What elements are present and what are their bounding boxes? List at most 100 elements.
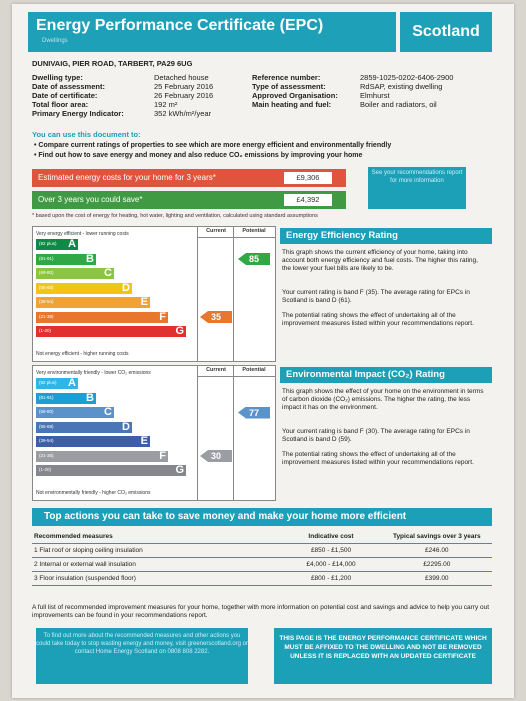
band-range: (39-54) <box>39 438 54 443</box>
energy-efficiency-graph: Very energy efficient - lower running co… <box>32 226 276 362</box>
rating-band-f: (21-38) F <box>36 310 168 323</box>
detail-value: 2859-1025-0202-6406-2900 <box>360 73 454 82</box>
region-label: Scotland <box>400 12 492 52</box>
cost-cell: £800 - £1,200 <box>280 571 382 586</box>
estimated-costs-label: Estimated energy costs for your home for… <box>38 173 216 182</box>
band-letter: B <box>86 391 94 404</box>
detail-value: 25 February 2016 <box>154 82 214 91</box>
savings-cell: £2295.00 <box>381 557 492 572</box>
table-header: Typical savings over 3 years <box>381 530 492 544</box>
rating-band-g: (1-20) G <box>36 464 186 476</box>
rating-band-d: (55-68) D <box>36 281 132 294</box>
band-range: (1-20) <box>39 467 52 472</box>
detail-value: 192 m² <box>154 100 178 109</box>
rating-band-d: (55-68) D <box>36 420 132 433</box>
band-letter: D <box>122 420 130 433</box>
header-banner: Energy Performance Certificate (EPC) Dwe… <box>28 12 396 52</box>
environmental-text-1: This graph shows the effect of your home… <box>282 388 484 411</box>
band-range: (81-91) <box>39 255 54 261</box>
detail-label: Date of assessment: <box>32 82 105 91</box>
cost-cell: £4,000 - £14,000 <box>280 557 382 572</box>
detail-label: Approved Organisation: <box>252 91 338 100</box>
savings-bar: Over 3 years you could save* £4,392 <box>32 191 346 209</box>
band-letter: C <box>104 406 112 418</box>
rating-band-c: (69-80) C <box>36 267 114 279</box>
cost-cell: £850 - £1,500 <box>280 543 382 558</box>
table-row: 2 Internal or external wall insulation £… <box>32 557 492 572</box>
property-detail-row: Date of assessment: 25 February 2016 <box>32 82 213 91</box>
detail-label: Type of assessment: <box>252 82 326 91</box>
table-header: Recommended measures <box>32 530 281 544</box>
band-letter: G <box>175 325 184 337</box>
band-letter: B <box>86 252 94 265</box>
band-letter: G <box>175 464 184 476</box>
band-letter: E <box>140 296 148 308</box>
property-detail-row: Total floor area: 192 m² <box>32 100 177 109</box>
band-letter: F <box>159 310 166 323</box>
table-header: Indicative cost <box>280 530 382 544</box>
band-letter: D <box>122 281 130 294</box>
detail-label: Primary Energy Indicator: <box>32 109 124 118</box>
detail-value: 26 February 2016 <box>154 91 214 100</box>
detail-label: Date of certificate: <box>32 91 98 100</box>
rating-band-b: (81-91) B <box>36 391 96 404</box>
environmental-text-3: The potential rating shows the effect of… <box>282 451 474 466</box>
graph-bottom-label: Not environmentally friendly - higher CO… <box>36 490 151 496</box>
rating-band-b: (81-91) B <box>36 252 96 265</box>
savings-cell: £399.00 <box>381 571 492 586</box>
detail-value: Detached house <box>154 73 209 82</box>
rating-band-f: (21-38) F <box>36 450 168 462</box>
band-range: (55-68) <box>39 423 54 429</box>
actions-title: Top actions you can take to save money a… <box>32 508 492 526</box>
measure-cell: 2 Internal or external wall insulation <box>32 557 281 572</box>
actions-table: Recommended measures Indicative cost Typ… <box>32 530 492 586</box>
measure-cell: 3 Floor insulation (suspended floor) <box>32 571 281 586</box>
band-range: (81-91) <box>39 394 54 400</box>
use-bullet: • Compare current ratings of properties … <box>34 142 392 149</box>
band-letter: A <box>68 238 76 250</box>
measure-cell: 1 Flat roof or sloping ceiling insulatio… <box>32 543 281 558</box>
property-detail-row: Main heating and fuel: Boiler and radiato… <box>252 100 437 109</box>
rating-band-e: (39-54) E <box>36 435 150 447</box>
current-header: Current <box>206 228 226 234</box>
band-range: (69-80) <box>39 409 54 414</box>
property-detail-row: Primary Energy Indicator: 352 kWh/m²/year <box>32 109 211 118</box>
efficiency-title: Energy Efficiency Rating <box>280 228 492 244</box>
epc-page: Energy Performance Certificate (EPC) Dwe… <box>12 4 514 698</box>
table-row: 1 Flat roof or sloping ceiling insulatio… <box>32 543 492 558</box>
environmental-impact-graph: Very environmentally friendly - lower CO… <box>32 365 276 501</box>
use-bullet: • Find out how to save energy and money … <box>34 152 363 159</box>
band-range: (21-38) <box>39 452 54 458</box>
property-detail-row: Dwelling type: Detached house <box>32 73 209 82</box>
potential-rating-arrow: 77 <box>238 406 270 419</box>
detail-value: RdSAP, existing dwelling <box>360 82 443 91</box>
rating-band-e: (39-54) E <box>36 296 150 308</box>
cost-footnote: * based upon the cost of energy for heat… <box>32 213 318 219</box>
table-row: 3 Floor insulation (suspended floor) £80… <box>32 571 492 586</box>
rating-band-a: (92 plus) A <box>36 377 78 389</box>
potential-rating-arrow: 85 <box>238 253 270 265</box>
detail-value: 352 kWh/m²/year <box>154 109 212 118</box>
page-title: Energy Performance Certificate (EPC) <box>36 17 324 34</box>
band-range: (21-38) <box>39 313 54 319</box>
environmental-title: Environmental Impact (CO₂) Rating <box>280 367 492 383</box>
detail-label: Total floor area: <box>32 100 89 109</box>
affix-notice-box: THIS PAGE IS THE ENERGY PERFORMANCE CERT… <box>274 628 492 684</box>
graph-bottom-label: Not energy efficient - higher running co… <box>36 351 129 357</box>
page-subtitle: Dwellings <box>42 38 68 44</box>
savings-label: Over 3 years you could save* <box>38 195 143 204</box>
band-range: (92 plus) <box>39 241 57 246</box>
savings-cell: £246.00 <box>381 543 492 558</box>
band-range: (39-54) <box>39 299 54 304</box>
efficiency-text-2: Your current rating is band F (35). The … <box>282 289 470 304</box>
graph-top-label: Very environmentally friendly - lower CO… <box>36 370 151 376</box>
rating-band-a: (92 plus) A <box>36 238 78 250</box>
savings-value: £4,392 <box>284 194 332 206</box>
property-detail-row: Date of certificate: 26 February 2016 <box>32 91 213 100</box>
detail-value: Elmhurst <box>360 91 390 100</box>
efficiency-text-3: The potential rating shows the effect of… <box>282 312 474 327</box>
see-recommendations-box: See your recommendations report for more… <box>368 167 466 209</box>
band-letter: A <box>68 377 76 389</box>
estimated-costs-value: £9,306 <box>284 172 332 184</box>
property-detail-row: Approved Organisation: Elmhurst <box>252 91 390 100</box>
